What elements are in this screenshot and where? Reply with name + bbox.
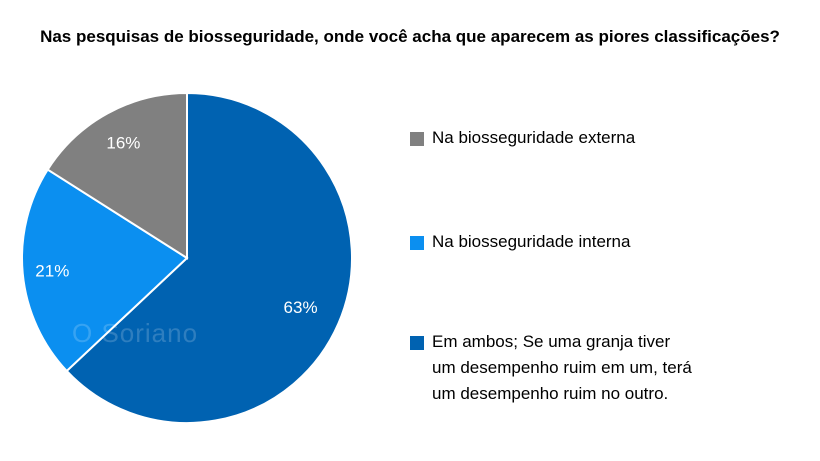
chart-title: Nas pesquisas de biosseguridade, onde vo… bbox=[40, 27, 780, 46]
pie-labels: 63% 21% 16% bbox=[35, 133, 317, 317]
legend-item-externa: Na biosseguridade externa bbox=[410, 128, 790, 151]
legend-swatch-interna bbox=[410, 236, 424, 250]
slice-ambos-label: 63% bbox=[284, 298, 318, 317]
legend-item-interna: Na biosseguridade interna bbox=[410, 232, 790, 255]
legend-swatch-ambos bbox=[410, 336, 424, 350]
legend-swatch-externa bbox=[410, 132, 424, 146]
slice-interna-label: 21% bbox=[35, 262, 69, 281]
legend-item-ambos: Em ambos; Se uma granja tiver um desempe… bbox=[410, 332, 790, 407]
legend-label-externa: Na biosseguridade externa bbox=[432, 128, 636, 147]
slice-externa-label: 16% bbox=[106, 133, 140, 152]
pie-slices bbox=[21, 91, 353, 424]
watermark-text: O Soriano bbox=[72, 318, 199, 348]
legend-label-interna: Na biosseguridade interna bbox=[432, 232, 631, 251]
legend-label-ambos: Em ambos; Se uma granja tiver um desempe… bbox=[432, 332, 692, 403]
slice-interna bbox=[21, 168, 189, 373]
slice-ambos bbox=[65, 91, 353, 424]
slice-externa bbox=[46, 91, 188, 260]
